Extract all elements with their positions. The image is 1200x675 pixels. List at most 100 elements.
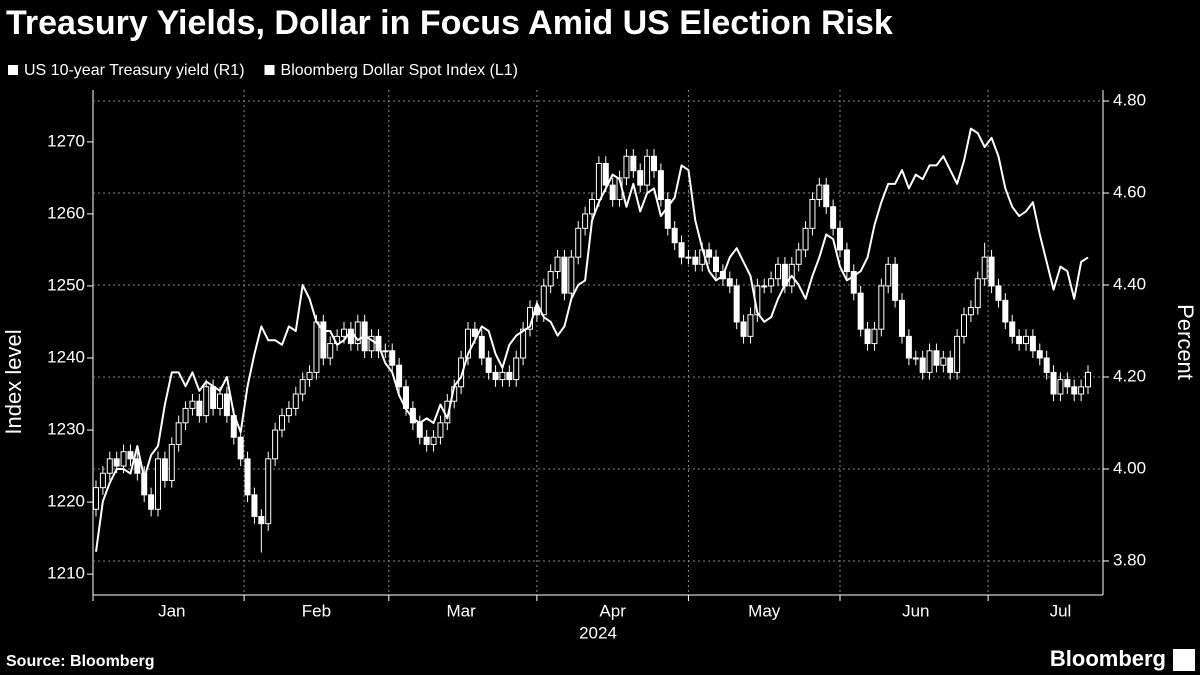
candle-body — [678, 242, 685, 258]
y2-tick-label: 4.60 — [1113, 183, 1146, 202]
candle-body — [843, 249, 850, 273]
candle-body — [733, 285, 740, 323]
candle-body — [575, 227, 582, 258]
candle-body — [892, 263, 899, 301]
candle-body — [279, 415, 285, 431]
x-axis-label: 2024 — [579, 623, 617, 642]
candle-body — [168, 443, 175, 481]
candle-body — [974, 278, 981, 309]
candle-body — [726, 278, 733, 287]
candle-body — [465, 328, 471, 359]
candle-body — [713, 256, 719, 273]
candle-body — [561, 256, 568, 294]
candle-body — [203, 386, 210, 417]
candle-body — [823, 184, 830, 208]
candle-body — [871, 328, 878, 345]
candle-body — [706, 249, 713, 258]
candle-body — [155, 458, 161, 510]
candle-body — [830, 206, 837, 229]
candle-body — [299, 379, 306, 395]
y-tick-label: 1210 — [47, 564, 85, 583]
candle-body — [761, 285, 768, 288]
candle-body — [1002, 299, 1009, 323]
x-tick-label: May — [748, 601, 781, 620]
candle-body — [905, 335, 912, 359]
candle-body — [127, 451, 134, 460]
candle-body — [850, 271, 857, 294]
y-tick-label: 1270 — [47, 131, 85, 150]
candle-body — [347, 328, 354, 345]
candle-body — [1023, 335, 1029, 345]
candle-body — [492, 371, 499, 381]
y-axis-label: Index level — [1, 329, 26, 434]
y2-tick-label: 4.40 — [1113, 274, 1146, 293]
candle-body — [664, 199, 671, 229]
candle-body — [182, 407, 189, 424]
candle-body — [589, 199, 595, 215]
candle-body — [134, 458, 141, 474]
candle-body — [327, 343, 334, 359]
candle-body — [547, 271, 554, 287]
candle-body — [313, 321, 320, 373]
candle-body — [306, 371, 313, 381]
candle-body — [341, 328, 347, 337]
candle-body — [175, 422, 182, 445]
candle-body — [809, 199, 816, 229]
y-tick-label: 1260 — [47, 203, 85, 222]
candle-body — [912, 357, 919, 360]
candle-body — [685, 256, 692, 259]
candle-body — [816, 184, 823, 201]
x-tick-label: Jul — [1050, 601, 1072, 620]
y2-tick-label: 4.80 — [1113, 91, 1146, 110]
candle-body — [265, 458, 272, 525]
candle-body — [251, 494, 258, 517]
candle-body — [602, 162, 609, 186]
x-tick-label: Jun — [902, 601, 929, 620]
x-tick-label: Apr — [599, 601, 626, 620]
candle-body — [568, 256, 575, 294]
candle-body — [189, 400, 196, 409]
candle-body — [217, 393, 223, 409]
candle-body — [161, 458, 168, 481]
candle-body — [99, 472, 106, 489]
candle-body — [292, 393, 299, 409]
candle-body — [637, 170, 644, 186]
candle-body — [416, 422, 423, 438]
candle-body — [740, 321, 747, 337]
candle-body — [864, 328, 871, 345]
candle-body — [244, 458, 251, 496]
candle-body — [389, 350, 396, 366]
chart-title: Treasury Yields, Dollar in Focus Amid US… — [6, 4, 893, 42]
candle-body — [485, 357, 492, 373]
candle-body — [954, 335, 961, 373]
candle-body — [120, 451, 127, 467]
candle-body — [1009, 321, 1016, 337]
candle-body — [988, 256, 995, 287]
candle-body — [148, 494, 155, 510]
candle-body — [237, 436, 244, 460]
candle-body — [437, 422, 444, 438]
source: Source: Bloomberg — [6, 653, 154, 670]
candle-body — [995, 285, 1002, 301]
candle-body — [513, 357, 520, 381]
candle-body — [692, 256, 699, 265]
candle-body — [196, 400, 203, 417]
legend-label: US 10-year Treasury yield (R1) — [24, 62, 245, 79]
candle-body — [471, 328, 478, 337]
candle-body — [885, 263, 892, 287]
candle-body — [368, 335, 375, 352]
candle-body — [961, 314, 967, 337]
candle-body — [285, 407, 292, 417]
x-tick-label: Mar — [446, 601, 476, 620]
candle-body — [106, 458, 113, 474]
brand-icon — [1173, 649, 1195, 671]
candle-body — [795, 249, 802, 265]
y-tick-label: 1220 — [47, 492, 85, 511]
candle-body — [1043, 357, 1050, 373]
candle-body — [320, 321, 327, 359]
candle-body — [1057, 379, 1064, 395]
candle-body — [93, 487, 99, 510]
candle-body — [478, 335, 485, 359]
